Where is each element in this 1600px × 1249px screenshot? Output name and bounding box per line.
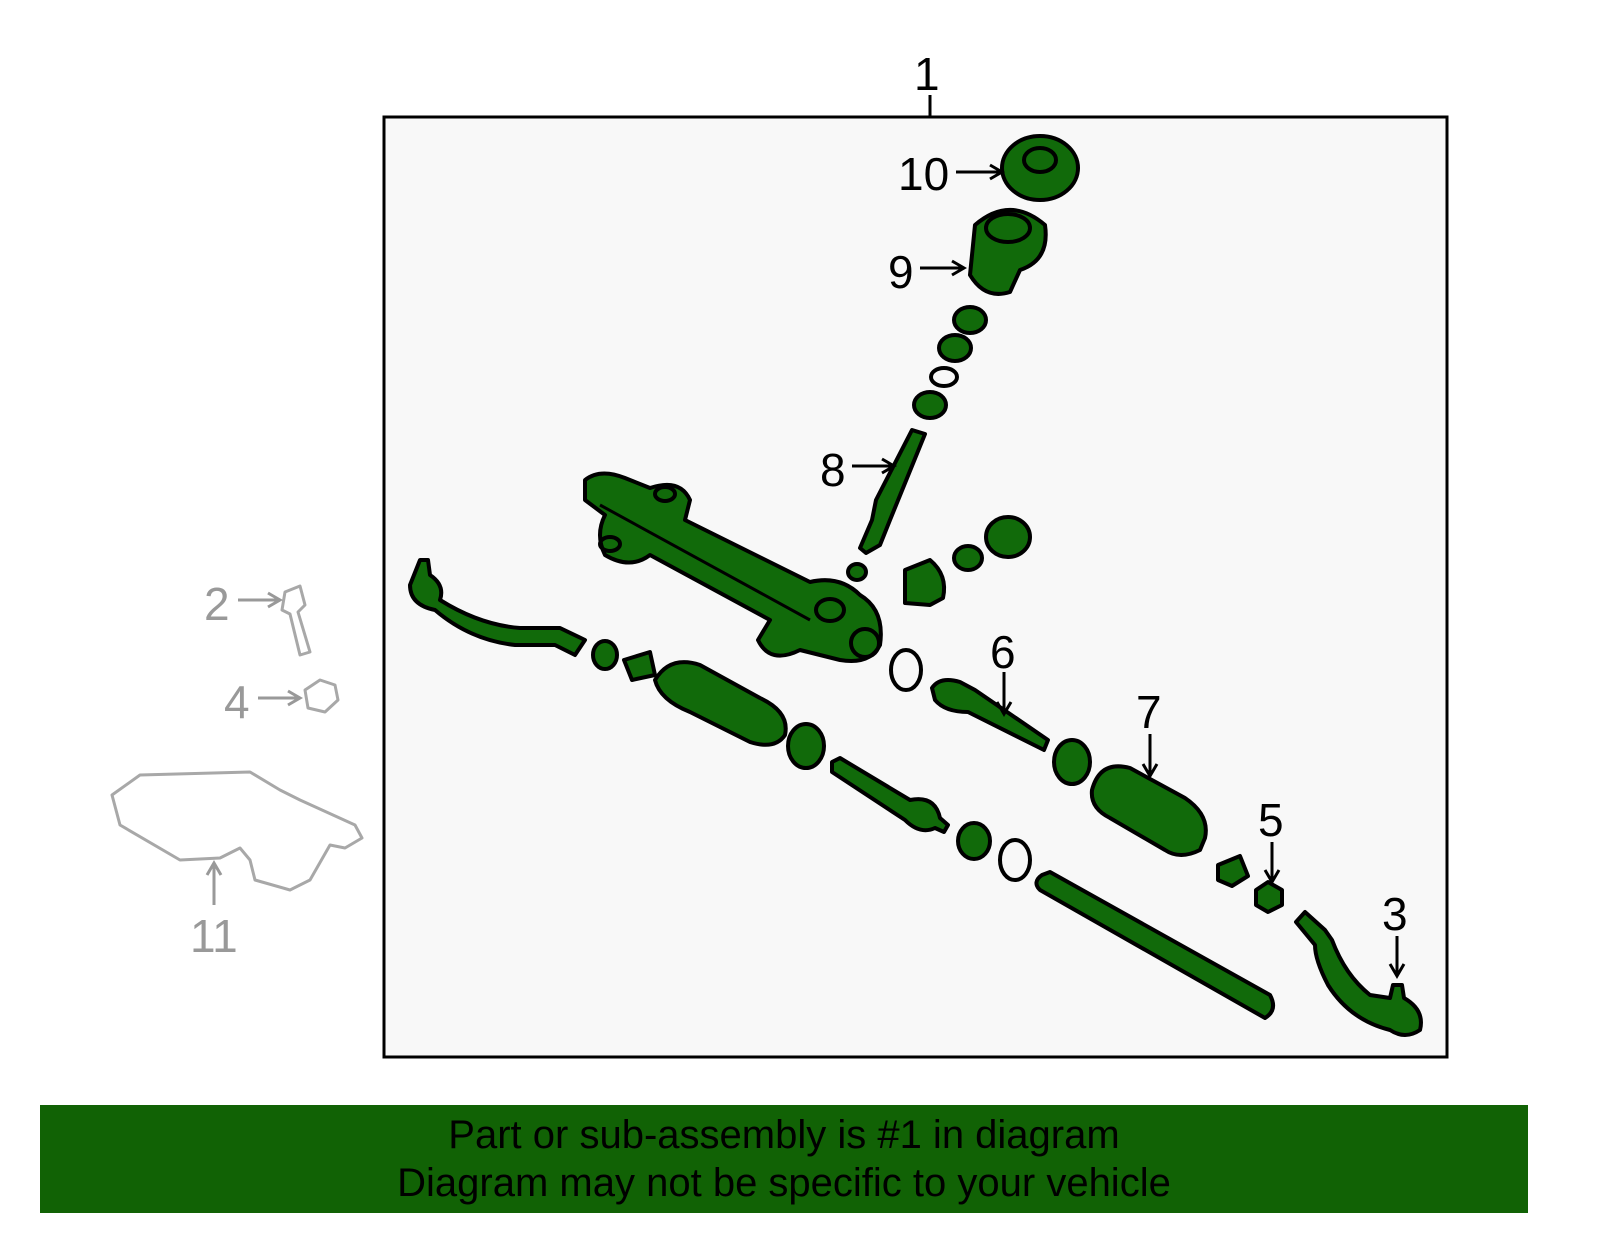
part-o-ring <box>889 648 923 692</box>
part-clamp-left <box>622 650 657 682</box>
arrow-4 <box>258 689 303 707</box>
callout-1[interactable]: 1 <box>914 48 940 100</box>
part-2-bolt[interactable] <box>280 584 312 657</box>
callout-6[interactable]: 6 <box>990 626 1016 678</box>
callout-4[interactable]: 4 <box>224 676 250 728</box>
part-11-shield[interactable] <box>110 770 364 892</box>
part-3-tie-rod-end[interactable] <box>1294 910 1423 1037</box>
part-9-housing[interactable] <box>968 208 1048 296</box>
arrow-7 <box>1141 734 1159 779</box>
arrow-3 <box>1388 936 1406 979</box>
callout-8[interactable]: 8 <box>820 444 846 496</box>
part-clamp-right <box>1216 854 1250 888</box>
part-clamp <box>1052 738 1092 786</box>
callout-7[interactable]: 7 <box>1136 686 1162 738</box>
arrow-10 <box>956 163 1005 181</box>
arrow-5 <box>1263 842 1281 885</box>
part-o-ring <box>998 838 1032 882</box>
part-5-nut[interactable] <box>1254 880 1284 914</box>
part-rack-housing[interactable] <box>583 471 883 663</box>
arrow-8 <box>852 457 897 475</box>
part-clamp <box>786 722 826 770</box>
banner-line-2: Diagram may not be specific to your vehi… <box>397 1161 1171 1205</box>
arrow-2 <box>238 591 283 609</box>
part-small-plug <box>846 562 868 582</box>
part-adjuster <box>903 515 1032 607</box>
part-4-nut[interactable] <box>303 678 340 714</box>
part-10-cap[interactable] <box>1000 134 1080 202</box>
callout-5[interactable]: 5 <box>1258 794 1284 846</box>
callout-2[interactable]: 2 <box>204 578 230 630</box>
callout-11[interactable]: 11 <box>190 910 238 962</box>
part-6-inner-tie-rod[interactable] <box>930 678 1050 752</box>
banner-line-1: Part or sub-assembly is #1 in diagram <box>448 1113 1120 1157</box>
part-rack-bar <box>1034 870 1276 1020</box>
part-tie-rod-end-left <box>408 558 587 657</box>
part-bushing <box>956 821 992 861</box>
part-nut-left <box>591 639 619 671</box>
callout-9[interactable]: 9 <box>888 246 914 298</box>
arrow-6 <box>995 672 1013 717</box>
part-7-boot[interactable] <box>1089 764 1208 857</box>
part-8-pinion[interactable] <box>858 428 927 555</box>
part-boot-left <box>653 660 788 747</box>
arrow-9 <box>920 259 967 277</box>
info-banner: Part or sub-assembly is #1 in diagram Di… <box>40 1105 1528 1213</box>
arrow-11 <box>205 860 223 905</box>
part-inner-tie-rod-left <box>830 756 950 834</box>
callout-3[interactable]: 3 <box>1382 888 1408 940</box>
callout-10[interactable]: 10 <box>898 148 949 200</box>
part-bearing-stack <box>912 305 988 420</box>
